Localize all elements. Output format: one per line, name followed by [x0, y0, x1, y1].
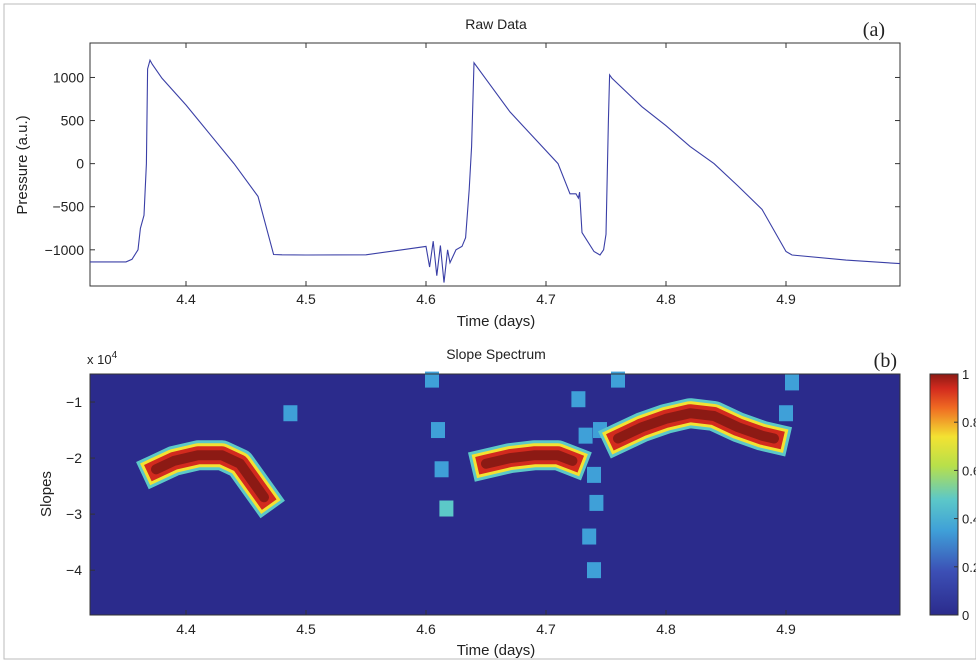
- panel-a-xtick-label: 4.9: [776, 291, 796, 307]
- panel-b-spot: [582, 528, 597, 545]
- panel-b-ytick-label: −2: [66, 450, 82, 466]
- panel-b-spot: [439, 500, 454, 517]
- panel-b-exponent-label: x 104: [87, 350, 118, 367]
- colorbar-tick-label: 0.6: [962, 463, 976, 478]
- panel-b-spot: [578, 427, 593, 444]
- panel-a-ytick-label: 500: [61, 113, 85, 129]
- panel-b-ytick-label: −3: [66, 506, 82, 522]
- colorbar-tick-label: 0: [962, 608, 969, 623]
- panel-b-tag: (b): [874, 350, 897, 372]
- panel-b-spot: [587, 562, 601, 579]
- panel-b-spot: [571, 391, 586, 408]
- panel-a-xtick-label: 4.6: [416, 291, 436, 307]
- panel-b-ylabel: Slopes: [38, 471, 55, 517]
- panel-a-ytick-label: −1000: [45, 242, 85, 258]
- panel-a-plot-frame: [89, 42, 901, 287]
- panel-b-spot: [434, 461, 449, 478]
- panel-b-spot: [431, 422, 445, 439]
- panel-b-spot: [589, 494, 604, 511]
- panel-b-band-core: [613, 408, 779, 444]
- colorbar: [929, 373, 959, 616]
- panel-a-tag: (a): [863, 19, 885, 41]
- panel-b-spot: [779, 405, 793, 422]
- panel-b-xtick-label: 4.8: [656, 621, 676, 637]
- panel-a-xtick-label: 4.5: [296, 291, 316, 307]
- panel-b-band-core: [481, 450, 578, 469]
- panel-a-title: Raw Data: [465, 16, 527, 32]
- colorbar-tick-label: 0.4: [962, 512, 976, 527]
- panel-a-series: [90, 58, 901, 283]
- panel-a-ytick-label: 1000: [53, 69, 84, 85]
- panel-a-ytick-label: −500: [52, 199, 84, 215]
- panel-a-xtick-label: 4.7: [536, 291, 556, 307]
- panel-b-xtick-label: 4.9: [776, 621, 796, 637]
- panel-b-ytick-label: −1: [66, 394, 82, 410]
- panel-b-spot: [283, 405, 298, 422]
- figure-border: [3, 3, 976, 660]
- panel-a-xtick-label: 4.8: [656, 291, 676, 307]
- panel-a: Raw Data (a) 4.4 4.5 4.6 4.7 4.8 4.9 −1000 −500…: [14, 16, 901, 330]
- panel-b-xlabel: Time (days): [457, 642, 536, 659]
- panel-a-ytick-label: 0: [76, 156, 84, 172]
- colorbar-tick-label: 0.2: [962, 560, 976, 575]
- panel-b-ytick-label: −4: [66, 562, 82, 578]
- colorbar-tick-label: 1: [962, 367, 969, 382]
- panel-b-ticks: 4.4 4.5 4.6 4.7 4.8 4.9 −1 −2 −3 −4: [66, 394, 796, 637]
- panel-b-spot: [785, 374, 799, 391]
- panel-b-spot: [611, 371, 625, 388]
- panel-b-xtick-label: 4.6: [416, 621, 436, 637]
- panel-a-ylabel: Pressure (a.u.): [14, 115, 31, 214]
- panel-b-band-core: [151, 450, 269, 503]
- panel-b-xtick-label: 4.7: [536, 621, 556, 637]
- panel-a-xtick-label: 4.4: [176, 291, 196, 307]
- panel-a-xlabel: Time (days): [457, 313, 536, 330]
- panel-b: Slope Spectrum (b) x 104 4.4 4.5 4.6 4.7 4.8…: [38, 346, 976, 659]
- panel-b-heatmap: [136, 371, 799, 579]
- colorbar-tick-label: 0.8: [962, 415, 976, 430]
- panel-b-xtick-label: 4.5: [296, 621, 316, 637]
- panel-b-spot: [587, 466, 601, 483]
- panel-b-spot: [425, 371, 439, 388]
- panel-b-plot-background: [90, 374, 900, 615]
- panel-b-xtick-label: 4.4: [176, 621, 196, 637]
- panel-b-plot-frame: [89, 373, 901, 616]
- colorbar-ticks: 0 0.2 0.4 0.6 0.8 1: [954, 367, 976, 623]
- panel-a-ticks: 4.4 4.5 4.6 4.7 4.8 4.9 −1000 −500 0 500 1000: [45, 43, 900, 307]
- panel-a-pressure-line: [90, 58, 901, 283]
- panel-b-title: Slope Spectrum: [446, 346, 546, 362]
